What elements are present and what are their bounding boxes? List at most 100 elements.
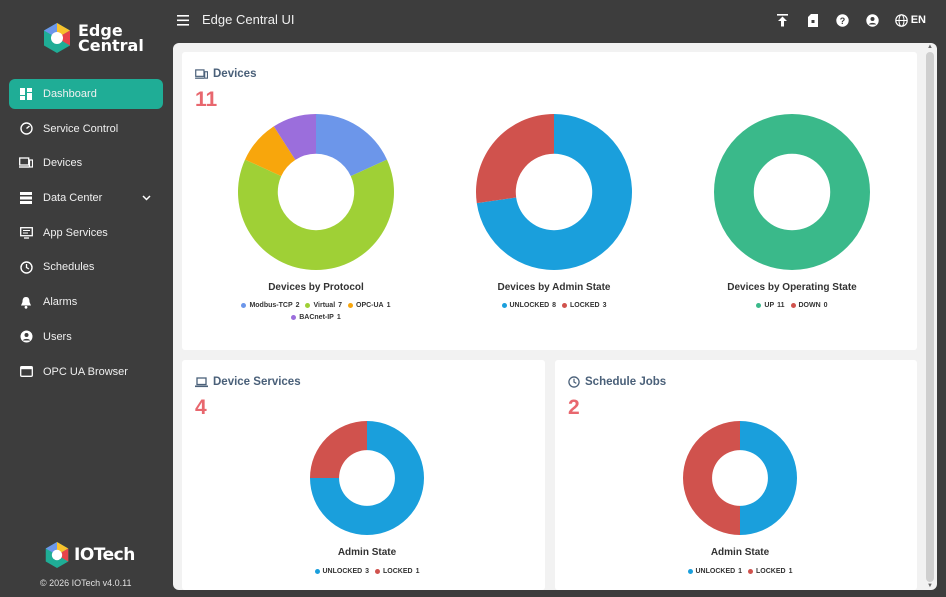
chevron-down-icon[interactable] bbox=[142, 192, 151, 204]
clock-icon bbox=[19, 260, 33, 274]
sd-card-icon[interactable] bbox=[805, 12, 821, 28]
device-services-card: Device Services 4 Admin State UNLOCKED 3 … bbox=[182, 360, 545, 590]
sidebar: Edge Central Dashboard Service Control D… bbox=[0, 0, 172, 597]
browser-icon bbox=[19, 365, 33, 379]
devices-count: 11 bbox=[195, 88, 218, 111]
legend-dot bbox=[291, 315, 297, 320]
clock-icon bbox=[568, 376, 580, 388]
schedule-admin-state-donut-chart bbox=[683, 421, 797, 535]
legend-item[interactable]: UP 11 bbox=[756, 302, 785, 309]
sidebar-item-data-center[interactable]: Data Center bbox=[9, 183, 163, 213]
edge-central-logo-icon bbox=[44, 23, 70, 53]
globe-icon bbox=[894, 13, 908, 27]
legend-dot bbox=[501, 303, 507, 308]
devices-icon bbox=[195, 68, 208, 79]
legend-dot bbox=[687, 569, 693, 574]
legend-dot bbox=[241, 303, 247, 308]
sidebar-item-opc-ua-browser[interactable]: OPC UA Browser bbox=[9, 357, 163, 387]
sidebar-item-dashboard[interactable]: Dashboard bbox=[9, 79, 163, 109]
legend-dot bbox=[748, 569, 754, 574]
donut-segment-locked[interactable] bbox=[310, 421, 367, 478]
donut-segment-virtual[interactable] bbox=[238, 159, 394, 270]
sidebar-item-label: Service Control bbox=[43, 122, 119, 135]
legend-item[interactable]: UNLOCKED 1 bbox=[687, 568, 742, 575]
donut-segment-bacnet-ip[interactable] bbox=[273, 114, 316, 160]
upload-icon[interactable] bbox=[775, 12, 791, 28]
sidebar-item-app-services[interactable]: App Services bbox=[9, 218, 163, 248]
chart-legend: UNLOCKED 3 LOCKED 1 bbox=[267, 568, 467, 576]
services-admin-state-donut-chart bbox=[310, 421, 424, 535]
schedule-jobs-card: Schedule Jobs 2 Admin State UNLOCKED 1 LO… bbox=[555, 360, 917, 590]
app-title: Edge Central UI bbox=[202, 12, 295, 27]
chart-legend: UP 11 DOWN 0 bbox=[692, 302, 892, 310]
topbar-actions: ? EN bbox=[761, 12, 926, 28]
scroll-up-arrow[interactable]: ▲ bbox=[927, 44, 933, 50]
account-icon[interactable] bbox=[865, 12, 881, 28]
donut-segment-locked[interactable] bbox=[683, 421, 740, 535]
legend-item[interactable]: DOWN 0 bbox=[790, 302, 828, 309]
sidebar-nav: Dashboard Service Control Devices Data C… bbox=[9, 79, 163, 391]
devices-icon bbox=[19, 156, 33, 170]
sidebar-item-label: Schedules bbox=[43, 261, 95, 274]
user-icon bbox=[19, 330, 33, 344]
language-selector[interactable]: EN bbox=[894, 13, 926, 27]
speedometer-icon bbox=[19, 122, 33, 136]
help-icon[interactable]: ? bbox=[835, 12, 851, 28]
legend-item[interactable]: OPC-UA 1 bbox=[348, 302, 391, 309]
donut-segment-opc-ua[interactable] bbox=[245, 126, 296, 177]
chart-title: Devices by Admin State bbox=[497, 282, 611, 293]
chart-legend: UNLOCKED 1 LOCKED 1 bbox=[640, 568, 840, 576]
donut-segment-locked[interactable] bbox=[476, 114, 554, 204]
donut-segment-unlocked[interactable] bbox=[740, 421, 797, 535]
legend-item[interactable]: BACnet-IP 1 bbox=[291, 314, 341, 321]
operating-state-donut-chart bbox=[713, 113, 871, 271]
legend-item[interactable]: LOCKED 1 bbox=[748, 568, 793, 575]
sidebar-item-label: Data Center bbox=[43, 192, 103, 205]
legend-item[interactable]: Virtual 7 bbox=[305, 302, 342, 309]
card-title: Devices bbox=[195, 68, 256, 80]
sidebar-item-alarms[interactable]: Alarms bbox=[9, 287, 163, 317]
legend-item[interactable]: UNLOCKED 3 bbox=[314, 568, 369, 575]
scrollbar-thumb[interactable] bbox=[926, 52, 934, 582]
dashboard-icon bbox=[19, 87, 33, 101]
copyright-text: © 2026 IOTech v4.0.11 bbox=[40, 578, 132, 588]
iotech-logo-icon bbox=[45, 542, 69, 568]
sidebar-item-label: Devices bbox=[43, 157, 83, 170]
legend-dot bbox=[375, 569, 381, 574]
legend-item[interactable]: LOCKED 3 bbox=[562, 302, 607, 309]
card-title: Device Services bbox=[195, 376, 301, 388]
legend-item[interactable]: Modbus-TCP 2 bbox=[241, 302, 300, 309]
donut-segment-unlocked[interactable] bbox=[310, 421, 424, 535]
chart-title: Admin State bbox=[337, 547, 397, 558]
brand-name: Edge Central bbox=[78, 21, 144, 55]
legend-item[interactable]: UNLOCKED 8 bbox=[501, 302, 556, 309]
chart-title: Devices by Operating State bbox=[727, 282, 857, 293]
app-services-icon bbox=[19, 226, 33, 240]
donut-segment-modbus-tcp[interactable] bbox=[316, 114, 387, 177]
data-center-icon bbox=[19, 191, 33, 205]
brand-logo[interactable]: Edge Central bbox=[42, 22, 144, 54]
hamburger-menu-icon[interactable] bbox=[177, 13, 189, 31]
scroll-down-arrow[interactable]: ▼ bbox=[927, 583, 933, 589]
legend-dot bbox=[790, 303, 796, 308]
schedule-jobs-count: 2 bbox=[568, 396, 580, 419]
legend-item[interactable]: LOCKED 1 bbox=[375, 568, 420, 575]
chart-legend: UNLOCKED 8 LOCKED 3 bbox=[454, 302, 654, 310]
sidebar-item-label: Users bbox=[43, 330, 72, 343]
iotech-logo: IOTech bbox=[44, 541, 135, 569]
sidebar-item-label: App Services bbox=[43, 226, 108, 239]
donut-segment-up[interactable] bbox=[713, 113, 871, 271]
sidebar-item-service-control[interactable]: Service Control bbox=[9, 114, 163, 144]
chart-title: Admin State bbox=[710, 547, 770, 558]
sidebar-item-schedules[interactable]: Schedules bbox=[9, 252, 163, 282]
sidebar-item-users[interactable]: Users bbox=[9, 322, 163, 352]
donut-segment-unlocked[interactable] bbox=[476, 114, 632, 270]
device-services-count: 4 bbox=[195, 396, 207, 419]
legend-dot bbox=[314, 569, 320, 574]
iotech-logo-text: IOTech bbox=[74, 545, 135, 565]
language-label: EN bbox=[910, 14, 926, 26]
topbar: Edge Central UI ? EN bbox=[172, 0, 946, 40]
legend-dot bbox=[305, 303, 311, 308]
sidebar-item-devices[interactable]: Devices bbox=[9, 148, 163, 178]
sidebar-item-label: Dashboard bbox=[43, 88, 97, 100]
